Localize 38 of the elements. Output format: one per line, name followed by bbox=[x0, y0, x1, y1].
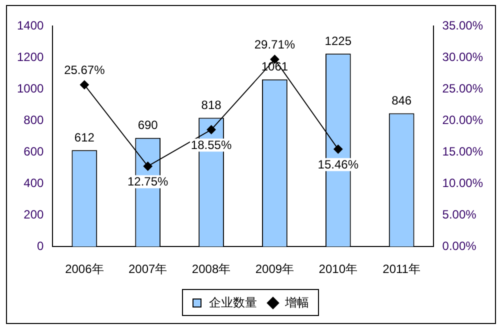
y-tick-label: 600 bbox=[24, 144, 44, 158]
y2-tick-label: 25.00% bbox=[442, 81, 484, 96]
data-label: 612 bbox=[74, 130, 95, 144]
y-tick-label: 800 bbox=[24, 112, 44, 127]
data-label: 1225 bbox=[324, 34, 352, 48]
y2-tick-label: 0.00% bbox=[442, 238, 477, 253]
x-tick-label: 2010年 bbox=[318, 262, 358, 276]
point bbox=[334, 144, 343, 154]
x-tick-label: 2007年 bbox=[128, 262, 168, 276]
data-label: 25.67% bbox=[64, 63, 106, 78]
data-label: 818 bbox=[201, 98, 222, 112]
x-tick-label: 2006年 bbox=[65, 262, 104, 276]
x-tick-label: 2009年 bbox=[255, 262, 294, 276]
data-label: 690 bbox=[138, 118, 158, 132]
y2-tick-label: 35.00% bbox=[442, 18, 484, 32]
y-tick-label: 1000 bbox=[16, 81, 44, 96]
data-label: 15.46% bbox=[318, 157, 359, 172]
legend-label: 企业数量 bbox=[209, 295, 257, 310]
y2-tick-label: 10.00% bbox=[442, 176, 484, 190]
y-tick-label: 200 bbox=[24, 207, 44, 222]
point bbox=[80, 80, 89, 90]
point bbox=[206, 125, 216, 134]
data-label: 18.55% bbox=[190, 138, 232, 152]
y-tick-label: 0 bbox=[37, 238, 44, 253]
point bbox=[143, 162, 152, 171]
y-tick-label: 400 bbox=[24, 176, 44, 190]
data-label: 29.71% bbox=[254, 38, 296, 52]
y-tick-label: 1400 bbox=[16, 18, 44, 32]
y2-tick-label: 15.00% bbox=[442, 144, 484, 158]
y-tick-label: 1200 bbox=[16, 50, 44, 64]
data-label: 846 bbox=[392, 94, 412, 108]
y2-tick-label: 30.00% bbox=[442, 50, 484, 64]
data-label: 12.75% bbox=[127, 174, 169, 189]
y2-tick-label: 20.00% bbox=[442, 112, 484, 127]
y2-tick-label: 5.00% bbox=[442, 207, 477, 222]
x-tick-label: 2011年 bbox=[382, 262, 420, 276]
x-tick-label: 2008年 bbox=[192, 262, 231, 276]
legend-label: 增幅 bbox=[284, 295, 309, 310]
